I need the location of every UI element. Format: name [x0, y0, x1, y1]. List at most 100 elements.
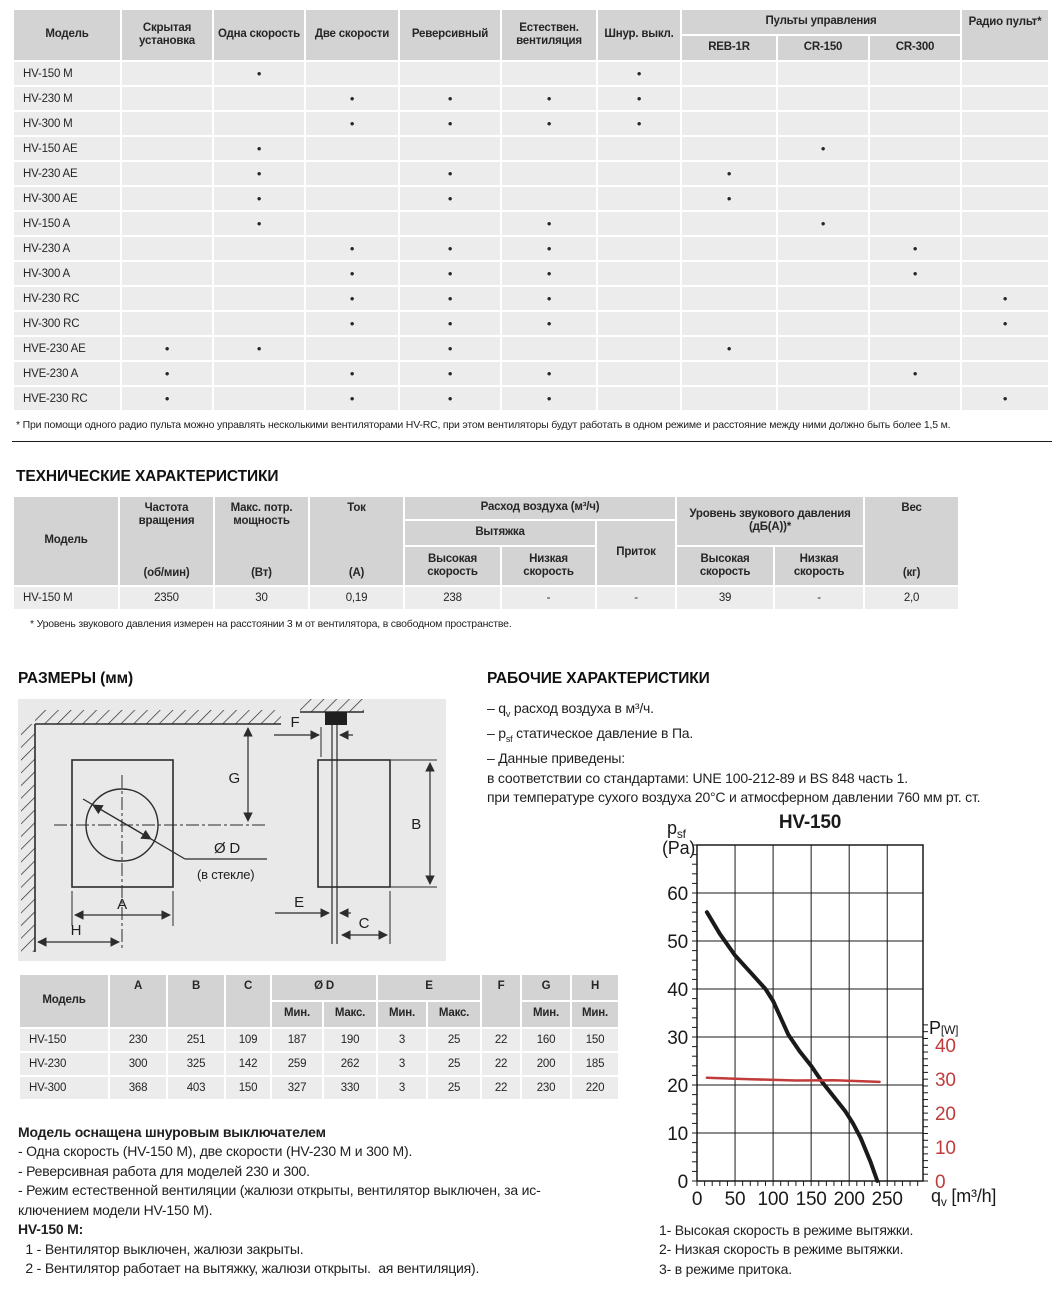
- features-row: HV-150 AE • •: [12, 135, 1051, 162]
- feature-empty: [680, 385, 778, 412]
- tech-col-current: Ток (А): [308, 495, 405, 587]
- tech-row-exhaust-low: -: [500, 585, 597, 611]
- features-row: HV-230 AE • • •: [12, 160, 1051, 187]
- tech-col-power-title: Макс. потр. мощность: [230, 502, 293, 528]
- feature-dot: •: [500, 385, 598, 412]
- chart-y-axis-label: psf: [667, 818, 687, 841]
- dimension-value: 142: [224, 1050, 272, 1077]
- feature-empty: [867, 185, 963, 212]
- feature-empty: [867, 135, 963, 162]
- dims-col-a: A: [108, 972, 168, 1029]
- feature-empty: [500, 135, 598, 162]
- tech-col-rpm: Частота вращения (об/мин): [118, 495, 215, 587]
- tech-exhaust-high-header: Высокая скорость: [403, 545, 502, 587]
- tech-col-current-title: Ток: [347, 502, 366, 514]
- feature-empty: [212, 360, 306, 387]
- bottom-text-line: - Одна скорость (HV-150 M), две скорости…: [18, 1143, 413, 1160]
- features-row: HVE-230 RC • • • • •: [12, 385, 1051, 412]
- fan-side-outline: [317, 758, 391, 888]
- bottom-text-line: - Реверсивная работа для моделей 230 и 3…: [18, 1162, 310, 1179]
- feature-empty: [500, 60, 598, 87]
- feature-empty: [680, 310, 778, 337]
- model-name: HV-150: [18, 1026, 110, 1053]
- feature-empty: [212, 85, 306, 112]
- feature-empty: [776, 185, 870, 212]
- feature-empty: [680, 60, 778, 87]
- tech-col-weight: Вес (кг): [863, 495, 961, 587]
- features-row: HV-300 AE • • •: [12, 185, 1051, 212]
- label-a: A: [117, 896, 127, 913]
- wall-hatch-left: [21, 723, 35, 952]
- feature-empty: [867, 210, 963, 237]
- feature-dot: •: [398, 335, 502, 362]
- dimension-value: 187: [270, 1026, 324, 1053]
- feature-dot: •: [500, 260, 598, 287]
- svg-text:40: 40: [935, 1036, 956, 1057]
- feature-empty: [304, 185, 400, 212]
- tech-row-exhaust-high: 238: [403, 585, 502, 611]
- feature-empty: [212, 285, 306, 312]
- features-col-header: Реверсивный: [398, 8, 502, 62]
- tech-row-power: 30: [213, 585, 310, 611]
- feature-empty: [680, 135, 778, 162]
- feature-dot: •: [212, 135, 306, 162]
- feature-empty: [776, 110, 870, 137]
- feature-dot: •: [960, 310, 1051, 337]
- tech-table-row: HV-150 M 2350 30 0,19 238 - - 39 - 2,0: [12, 585, 961, 611]
- bottom-text-line: ключением модели HV-150 M).: [18, 1201, 213, 1218]
- feature-dot: •: [680, 160, 778, 187]
- dimensions-diagram-svg: Ø D (в стекле) G A H: [18, 698, 446, 961]
- feature-dot: •: [680, 335, 778, 362]
- bottom-text: Модель оснащена шнуровым выключателем - О…: [18, 1123, 624, 1279]
- bottom-text-line: - Режим естественной вентиляции (жалюзи …: [18, 1182, 541, 1199]
- dims-subcol-min: Мин.: [270, 999, 324, 1029]
- features-col-radio: Радио пульт*: [960, 8, 1051, 62]
- feature-empty: [304, 210, 400, 237]
- feature-empty: [304, 135, 400, 162]
- chart-note: 1- Высокая скорость в режиме вытяжки.: [659, 1221, 914, 1238]
- feature-empty: [212, 260, 306, 287]
- feature-dot: •: [398, 110, 502, 137]
- feature-empty: [120, 85, 214, 112]
- dims-col-diameter: Ø D: [269, 972, 379, 1002]
- feature-dot: •: [500, 285, 598, 312]
- svg-text:100: 100: [758, 1189, 789, 1210]
- dimension-value: 25: [426, 1050, 483, 1077]
- bottom-text-line: Модель оснащена шнуровым выключателем: [18, 1123, 326, 1140]
- model-name: HV-230 M: [12, 85, 122, 112]
- features-row: HV-300 M • • • •: [12, 110, 1051, 137]
- feature-empty: [596, 160, 682, 187]
- features-row: HV-300 RC • • • •: [12, 310, 1051, 337]
- feature-dot: •: [212, 185, 306, 212]
- feature-dot: •: [304, 260, 400, 287]
- bottom-text-line: 1 - Вентилятор выключен, жалюзи закрыты.: [18, 1240, 304, 1257]
- feature-empty: [867, 310, 963, 337]
- model-name: HVE-230 AE: [12, 335, 122, 362]
- feature-empty: [596, 260, 682, 287]
- feature-empty: [867, 85, 963, 112]
- dimension-value: 327: [270, 1074, 324, 1101]
- dimension-value: 25: [426, 1026, 483, 1053]
- dims-subcol-max: Макс.: [426, 999, 483, 1029]
- dims-subcol-min: Мин.: [570, 999, 621, 1029]
- feature-empty: [776, 60, 870, 87]
- model-name: HV-150 A: [12, 210, 122, 237]
- dimensions-diagram: Ø D (в стекле) G A H: [18, 698, 446, 961]
- feature-dot: •: [596, 60, 682, 87]
- chart-curve: [704, 909, 880, 1183]
- dims-col-b: B: [166, 972, 226, 1029]
- dims-table-body: HV-150 230 251 109 187 190 3 25 22 160 150 HV-230 30…: [18, 1026, 621, 1101]
- dims-row: HV-230 300 325 142 259 262 3 25 22 200 185: [18, 1050, 621, 1077]
- chart-note: 2- Низкая скорость в режиме вытяжки.: [659, 1241, 904, 1258]
- dimension-value: 3: [376, 1074, 429, 1101]
- feature-empty: [120, 260, 214, 287]
- features-remotes-group-header: Пульты управления: [679, 8, 963, 36]
- performance-chart-svg: HV-150 psf (Pa) 0 50 100 150 200 250010203040…: [662, 812, 996, 1210]
- feature-dot: •: [398, 85, 502, 112]
- dimensions-table: Модель A B C Ø D E F G H Мин. Макс. Мин.: [18, 972, 621, 1101]
- feature-dot: •: [304, 235, 400, 262]
- tech-row-rpm: 2350: [118, 585, 215, 611]
- dims-col-model: Модель: [18, 972, 110, 1029]
- feature-dot: •: [304, 110, 400, 137]
- feature-dot: •: [398, 185, 502, 212]
